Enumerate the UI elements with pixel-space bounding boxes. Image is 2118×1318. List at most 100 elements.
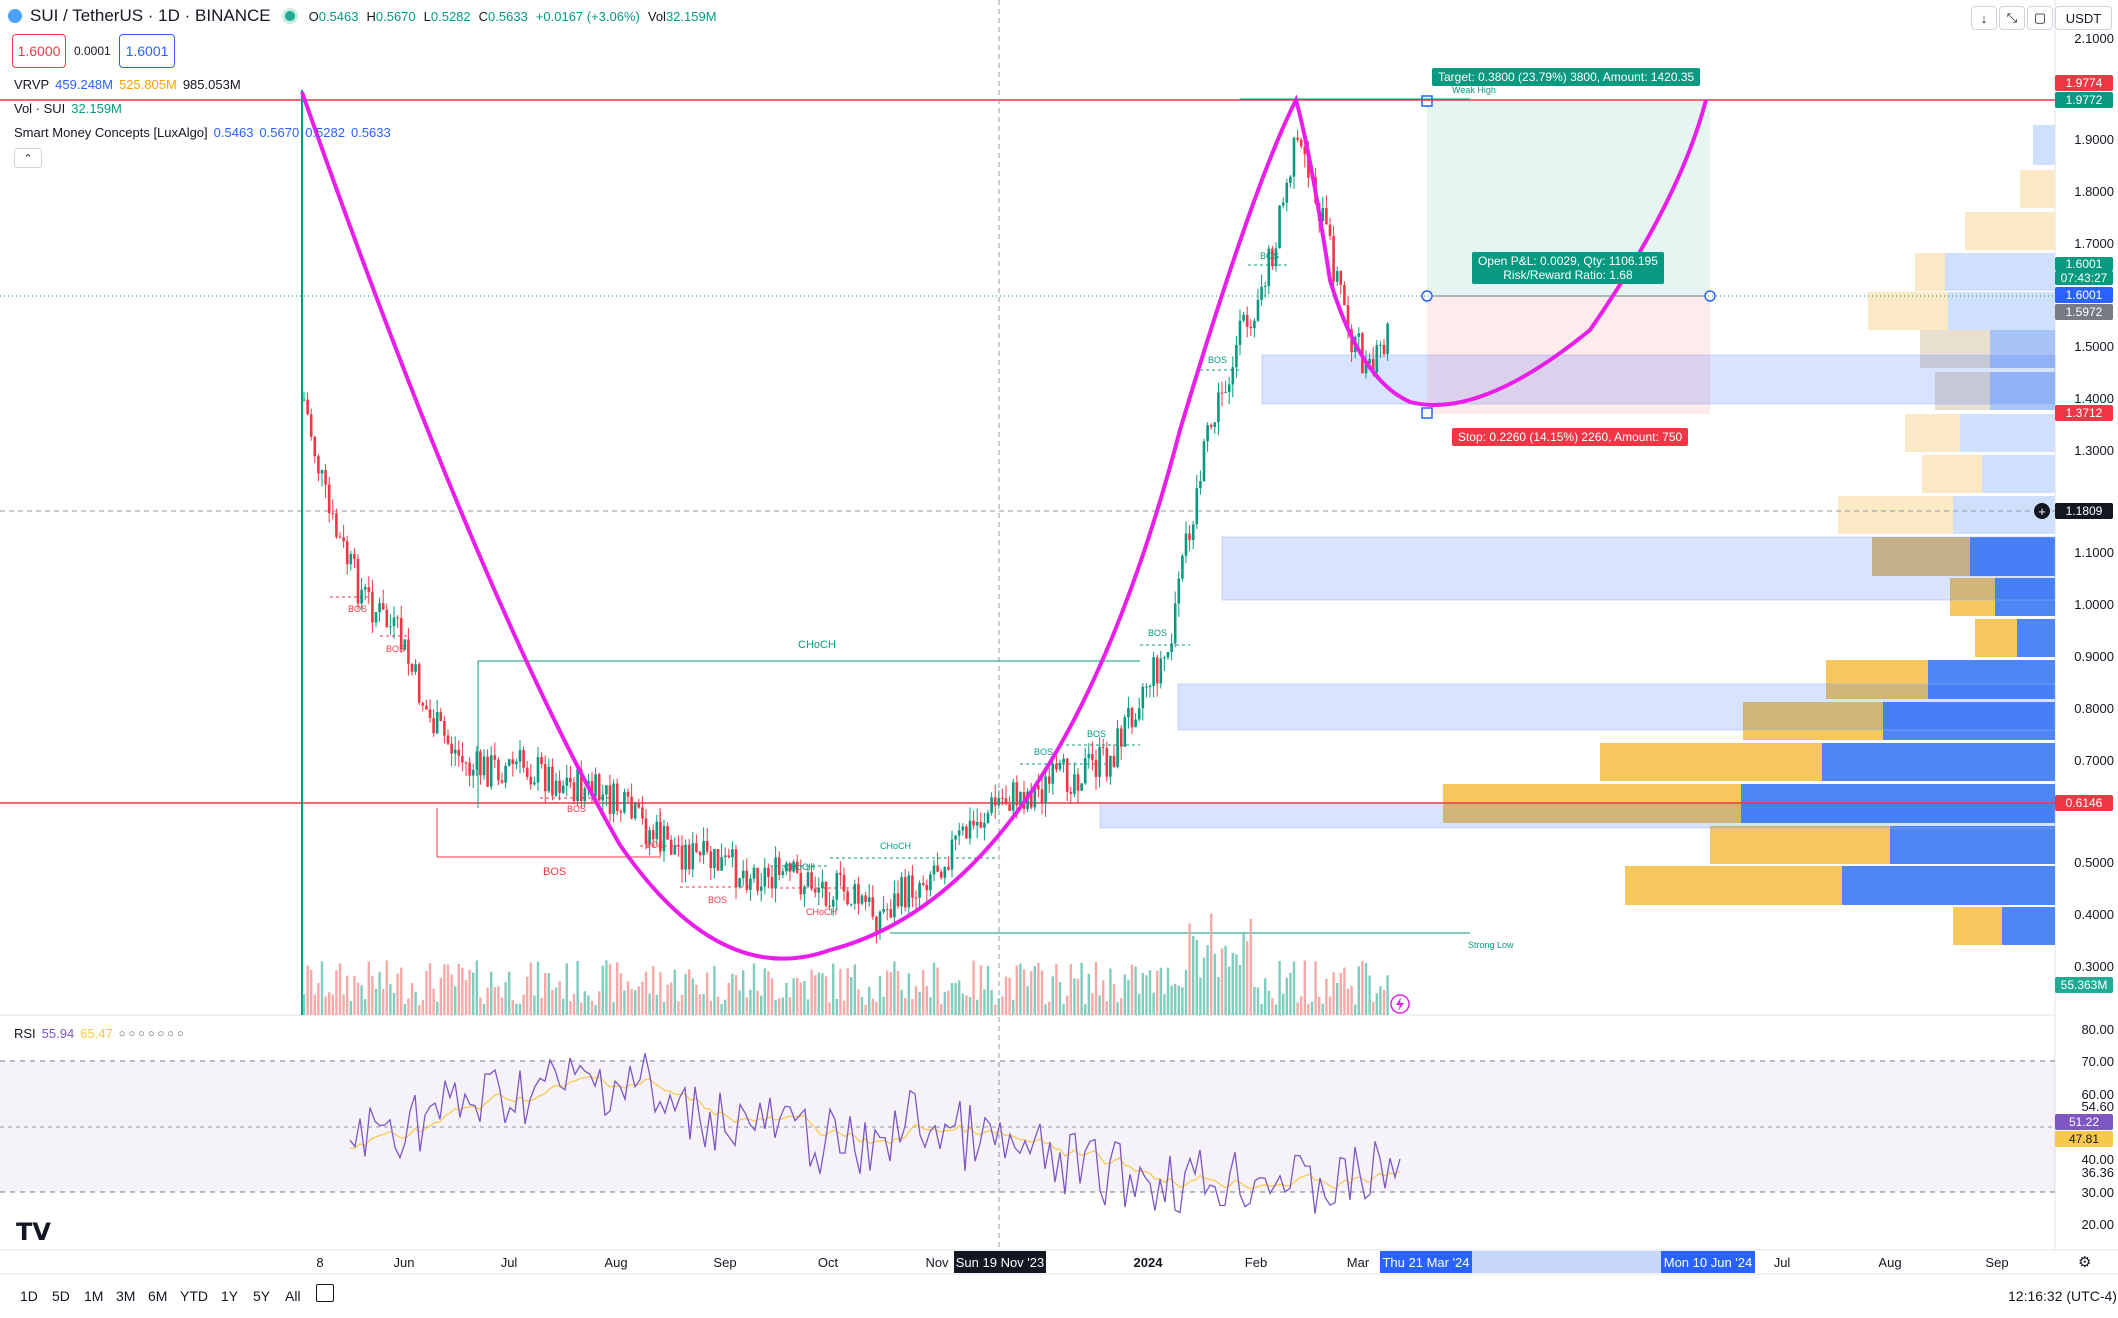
range-button-5y[interactable]: 5Y	[253, 1288, 271, 1304]
cup-and-handle-drawing[interactable]	[300, 91, 1708, 961]
volume-bar	[1058, 982, 1062, 1015]
range-button-ytd[interactable]: YTD	[180, 1288, 208, 1304]
candle-body	[378, 603, 381, 613]
volume-bar	[605, 960, 608, 1015]
range-button-all[interactable]: All	[285, 1288, 301, 1304]
symbol-logo-icon[interactable]	[8, 9, 22, 23]
volume-bar	[734, 975, 738, 1015]
volume-bar	[882, 996, 885, 1015]
volume-bar	[623, 990, 626, 1015]
candle-body	[1184, 533, 1188, 556]
volume-bar	[1177, 985, 1180, 1015]
rsi-settings-icons[interactable]: ○ ○ ○ ○ ○ ○ ○	[118, 1027, 184, 1040]
volume-bar	[641, 981, 644, 1015]
candle-body	[907, 875, 911, 908]
volume-bar	[673, 969, 676, 1015]
scroll-down-icon[interactable]: ↓	[1971, 6, 1997, 30]
candle-body	[1267, 248, 1271, 287]
candle-body	[957, 830, 961, 836]
candle-body	[1191, 524, 1195, 541]
market-status-icon[interactable]	[284, 11, 295, 21]
volume-bar	[1019, 963, 1022, 1015]
volume-bar	[446, 964, 450, 1015]
rsi-legend[interactable]: RSI 55.94 65.47 ○ ○ ○ ○ ○ ○ ○	[14, 1026, 184, 1041]
collapse-icon[interactable]: ⤡	[1999, 6, 2025, 30]
chart-settings-icon[interactable]: ⚙	[2078, 1254, 2092, 1271]
volume-legend[interactable]: Vol · SUI 32.159M	[14, 101, 122, 116]
tradingview-logo-icon[interactable]: 𝗧𝗩	[16, 1218, 51, 1246]
volume-bar	[857, 989, 860, 1015]
volume-bar	[979, 965, 982, 1015]
crosshair-price-badge: 1.1809	[2055, 503, 2113, 519]
range-button-1d[interactable]: 1D	[20, 1288, 38, 1304]
volume-bar	[666, 984, 669, 1015]
volume-bar	[1012, 999, 1015, 1015]
volume-bar	[742, 970, 745, 1015]
calendar-icon[interactable]	[316, 1284, 334, 1302]
volume-bar	[342, 994, 345, 1015]
price-badge-high: 1.9774	[2055, 75, 2113, 91]
candle-body	[403, 639, 407, 650]
candle-body	[731, 849, 734, 858]
price-tick: 0.8000	[2074, 701, 2114, 716]
candle-body	[601, 794, 605, 801]
candle-body	[824, 881, 828, 906]
screenshot-icon[interactable]: ▢	[2027, 6, 2053, 30]
volume-bar	[1256, 987, 1260, 1015]
rsi-tick: 20.00	[2081, 1217, 2114, 1232]
volume-bar	[428, 963, 432, 1015]
time-tick: Nov	[925, 1255, 949, 1270]
pnl-label[interactable]: Open P&L: 0.0029, Qty: 1106.195 Risk/Rew…	[1472, 252, 1664, 284]
candle-body	[1080, 783, 1083, 791]
volume-bar	[806, 999, 810, 1015]
ohlc-high: 0.5670	[375, 8, 416, 24]
volume-bars	[302, 913, 1389, 1015]
range-button-6m[interactable]: 6M	[148, 1288, 168, 1304]
volume-bar	[781, 997, 784, 1015]
volume-bar	[770, 978, 774, 1015]
volume-bar	[497, 986, 500, 1015]
sell-button[interactable]: 1.6000	[12, 34, 66, 68]
volume-bar	[619, 973, 622, 1015]
candle-body	[443, 720, 446, 736]
clock-timezone[interactable]: 12:16:32 (UTC-4)	[2008, 1288, 2117, 1304]
volume-bar	[562, 998, 565, 1015]
candle-body	[975, 821, 979, 826]
vrvp-legend[interactable]: VRVP 459.248M 525.805M 985.053M	[14, 77, 241, 92]
add-alert-icon[interactable]: +	[2034, 503, 2050, 519]
candle-body	[1008, 804, 1011, 811]
buy-button[interactable]: 1.6001	[119, 34, 175, 68]
candle-body	[335, 513, 338, 537]
candle-body	[619, 810, 623, 813]
candle-body	[767, 867, 770, 878]
volume-bar	[583, 991, 586, 1015]
collapse-legend-button[interactable]: ⌃	[14, 148, 42, 168]
target-label[interactable]: Target: 0.3800 (23.79%) 3800, Amount: 14…	[1432, 68, 1701, 86]
candle-body	[662, 826, 666, 852]
volume-bar	[400, 967, 403, 1015]
smc-legend[interactable]: Smart Money Concepts [LuxAlgo] 0.5463 0.…	[14, 125, 391, 140]
candle-body	[990, 797, 993, 813]
candle-body	[345, 541, 349, 565]
candle-body	[1101, 747, 1105, 749]
candle-body	[713, 848, 716, 869]
candle-body	[1339, 271, 1343, 285]
volume-bar	[1372, 1002, 1375, 1015]
volume-bar	[950, 983, 954, 1015]
currency-selector[interactable]: USDT	[2055, 6, 2112, 30]
candle-body	[1368, 359, 1371, 364]
volume-bar	[392, 993, 396, 1015]
stop-label[interactable]: Stop: 0.2260 (14.15%) 2260, Amount: 750	[1452, 428, 1689, 446]
range-button-1y[interactable]: 1Y	[221, 1288, 239, 1304]
volume-bar	[929, 997, 932, 1015]
symbol-title[interactable]: SUI / TetherUS · 1D · BINANCE	[30, 6, 271, 25]
volume-bar	[443, 964, 446, 1015]
range-button-5d[interactable]: 5D	[52, 1288, 70, 1304]
volume-bar	[1296, 1002, 1299, 1015]
volume-bar	[1040, 970, 1044, 1015]
volume-bar	[454, 986, 457, 1015]
range-button-3m[interactable]: 3M	[116, 1288, 136, 1304]
range-button-1m[interactable]: 1M	[84, 1288, 104, 1304]
volume-bar	[1350, 985, 1353, 1015]
